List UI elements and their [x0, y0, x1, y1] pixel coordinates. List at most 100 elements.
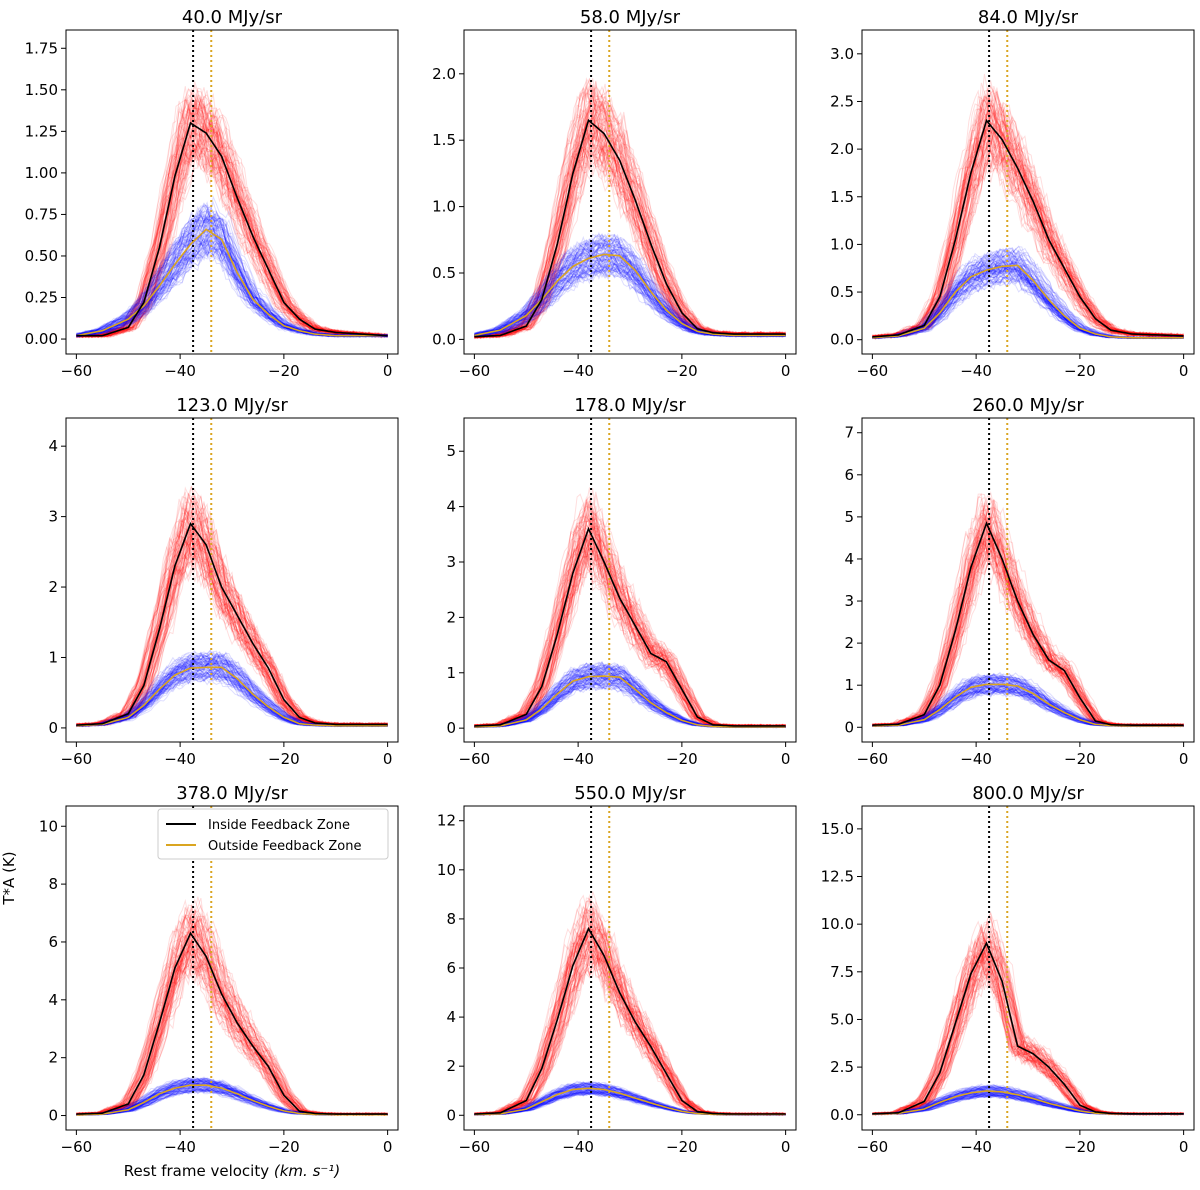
x-tick-label: −40: [960, 750, 992, 768]
spectrum-line: [76, 106, 388, 338]
spectrum-line: [872, 920, 1184, 1116]
panel-title: 40.0 MJy/sr: [182, 7, 283, 28]
spectrum-line: [872, 935, 1184, 1116]
inside-mean-line: [76, 121, 388, 337]
y-tick-label: 5: [844, 508, 854, 526]
x-tick-label: −20: [1064, 750, 1096, 768]
spectrum-line: [474, 124, 786, 339]
y-tick-label: 6: [844, 466, 854, 484]
spectrum-line: [76, 143, 388, 339]
y-tick-label: 7.5: [830, 963, 854, 981]
spectrum-line: [474, 505, 786, 728]
spectrum-line: [872, 148, 1184, 340]
spectrum-line: [474, 124, 786, 338]
axes-frame: [65, 29, 399, 355]
x-tick-label: −20: [666, 362, 698, 380]
spectrum-line: [76, 135, 388, 339]
axes-frame: [463, 417, 797, 743]
spectrum-line: [872, 951, 1184, 1116]
x-tick-label: −60: [459, 362, 491, 380]
spectrum-line: [76, 229, 388, 338]
panel-title: 123.0 MJy/sr: [176, 395, 288, 416]
plot-area: [76, 418, 388, 742]
spectrum-line: [76, 543, 388, 728]
spectrum-line: [76, 542, 388, 728]
y-tick-label: 12.5: [821, 868, 854, 886]
inside-spectra: [76, 896, 388, 1117]
spectrum-line: [76, 94, 388, 338]
legend-outside-label: Outside Feedback Zone: [208, 839, 361, 854]
spectrum-line: [872, 941, 1184, 1116]
spectrum-line: [474, 84, 786, 338]
x-tick-label: 0: [1179, 1138, 1189, 1156]
spectrum-line: [872, 924, 1184, 1116]
y-tick-label: 0.5: [830, 283, 854, 301]
x-tick-label: −40: [562, 750, 594, 768]
spectrum-line: [872, 936, 1184, 1116]
spectrum-line: [474, 545, 786, 728]
panel-title: 58.0 MJy/sr: [580, 7, 681, 28]
x-tick-label: −20: [666, 1138, 698, 1156]
x-axis-label-units: (km. s⁻¹): [274, 1162, 340, 1180]
y-tick-label: 5: [446, 442, 456, 460]
y-axis-label: T*A (K): [0, 851, 18, 905]
y-tick-label: 1.25: [25, 122, 58, 140]
legend: Inside Feedback Zone Outside Feedback Zo…: [157, 808, 389, 860]
y-tick-label: 8: [446, 910, 456, 928]
y-tick-label: 1: [446, 664, 456, 682]
spectrum-line: [76, 236, 388, 338]
plot-area: [76, 30, 388, 354]
spectrum-line: [76, 539, 388, 727]
spectrum-line: [872, 933, 1184, 1116]
x-tick-label: −40: [960, 1138, 992, 1156]
spectrum-line: [76, 211, 388, 337]
spectrum-line: [76, 143, 388, 339]
x-tick-label: −60: [857, 750, 889, 768]
spectrum-line: [76, 216, 388, 337]
spectrum-line: [76, 205, 388, 337]
outside-mean-line: [76, 666, 388, 727]
spectrum-line: [76, 493, 388, 726]
y-tick-label: 2.5: [830, 1058, 854, 1076]
outside-spectra: [872, 245, 1184, 340]
spectrum-line: [872, 104, 1184, 338]
spectrum-line: [76, 147, 388, 339]
spectrum-line: [76, 115, 388, 338]
spectrum-line: [872, 85, 1184, 339]
outside-mean-line: [872, 264, 1184, 339]
spectrum-line: [872, 526, 1184, 727]
spectrum-line: [872, 923, 1184, 1116]
y-tick-label: 1.5: [432, 131, 456, 149]
spectrum-line: [474, 514, 786, 728]
inside-spectra: [872, 73, 1184, 340]
spectrum-line: [872, 912, 1184, 1116]
x-tick-label: −20: [268, 362, 300, 380]
spectrum-line: [76, 96, 388, 338]
x-tick-label: −40: [562, 362, 594, 380]
spectrum-line: [872, 949, 1184, 1116]
spectrum-line: [76, 109, 388, 338]
plot-area: [872, 418, 1184, 742]
spectrum-line: [76, 675, 388, 728]
y-tick-label: 10: [437, 861, 456, 879]
y-tick-label: 1.0: [432, 198, 456, 216]
spectrum-line: [474, 98, 786, 338]
spectrum-line: [872, 103, 1184, 338]
x-tick-label: 0: [1179, 362, 1189, 380]
y-axis-label-text: T*A (K): [0, 851, 18, 905]
spectrum-line: [76, 125, 388, 338]
spectrum-line: [872, 945, 1184, 1116]
spectrum-line: [872, 499, 1184, 727]
panels: −60 −40 −20 00.000.250.500.751.001.251.501.…: [25, 7, 1195, 1156]
spectrum-line: [474, 536, 786, 728]
axes-frame: [463, 29, 797, 355]
spectrum-line: [872, 945, 1184, 1116]
spectrum-line: [872, 945, 1184, 1116]
spectrum-line: [474, 265, 786, 338]
y-tick-label: 0.00: [25, 330, 58, 348]
spectrum-line: [474, 544, 786, 728]
spectrum-line: [872, 112, 1184, 339]
x-tick-label: −60: [857, 1138, 889, 1156]
y-tick-label: 4: [48, 991, 58, 1009]
